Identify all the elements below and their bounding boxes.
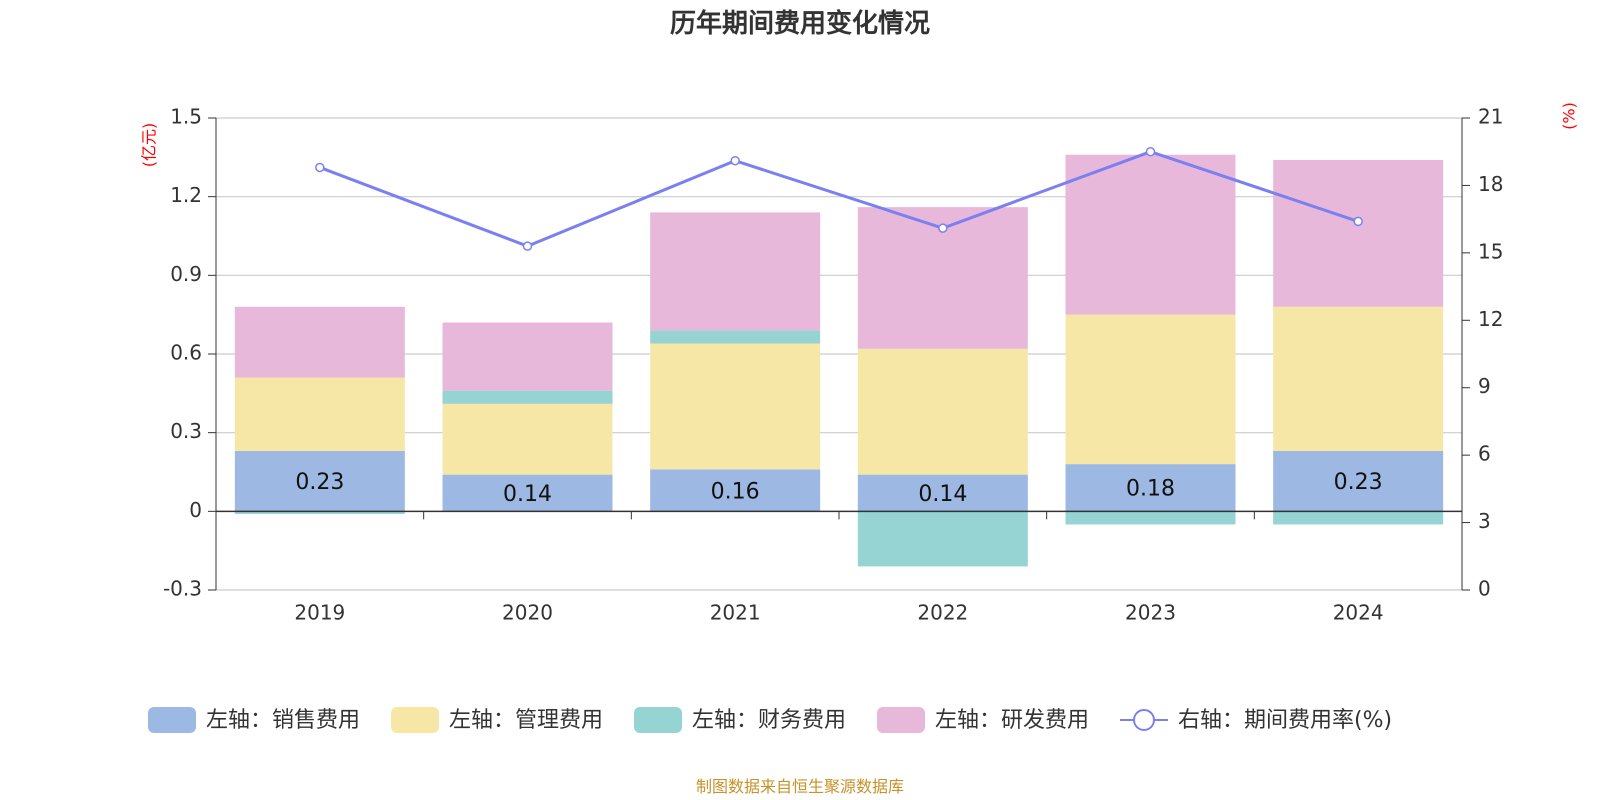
left-tick-label: 1.2 — [170, 183, 202, 207]
bar-segment[interactable] — [442, 390, 613, 404]
legend-item[interactable]: 右轴：期间费用率(%) — [1120, 708, 1392, 733]
bar-segment[interactable] — [234, 306, 405, 378]
gridlines — [216, 117, 1462, 591]
bar-segment[interactable] — [650, 330, 821, 344]
data-labels: 0.23 0.14 0.16 0.14 0.18 0.23 — [295, 470, 1382, 507]
legend-item[interactable]: 左轴：研发费用 — [877, 707, 1089, 733]
left-tick-label: 0 — [189, 498, 202, 522]
left-axis-unit: (亿元) — [140, 123, 159, 168]
bar-segment[interactable] — [1065, 314, 1236, 465]
rate-point[interactable] — [730, 155, 740, 166]
x-tick-label: 2020 — [502, 601, 553, 625]
bar-data-label: 0.16 — [711, 479, 760, 504]
rate-point[interactable] — [315, 162, 325, 173]
legend-item[interactable]: 左轴：管理费用 — [391, 707, 603, 733]
legend-label: 右轴：期间费用率(%) — [1178, 708, 1392, 733]
bar-data-label: 0.14 — [503, 482, 552, 507]
right-tick-label: 21 — [1478, 105, 1503, 129]
bar-segment[interactable] — [650, 469, 821, 512]
right-axis-unit: (%) — [1560, 102, 1579, 130]
legend-swatch — [877, 707, 925, 733]
bar-segment[interactable] — [857, 348, 1028, 475]
right-tick-label: 3 — [1478, 509, 1491, 533]
legend-item[interactable]: 左轴：财务费用 — [634, 707, 846, 733]
legend-item[interactable]: 左轴：销售费用 — [148, 707, 360, 733]
rate-line-path — [319, 150, 1359, 248]
legend-label: 左轴：管理费用 — [449, 708, 603, 733]
source-note: 制图数据来自恒生聚源数据库 — [696, 777, 904, 796]
x-tick-label: 2022 — [917, 601, 968, 625]
bar-segment[interactable] — [442, 474, 613, 512]
axes: 1.5 1.2 0.9 0.6 0.3 0 -0.3 21 18 15 12 9 6 3 0 2019 2020… — [163, 105, 1503, 625]
rate-point[interactable] — [1353, 216, 1363, 227]
bar-segment[interactable] — [650, 343, 821, 470]
legend[interactable]: 左轴：销售费用 左轴：管理费用 左轴：财务费用 左轴：研发费用 右轴：期间费用率(%) — [148, 707, 1392, 733]
legend-swatch — [148, 707, 196, 733]
bar-segment[interactable] — [1273, 306, 1444, 452]
legend-swatch — [634, 707, 682, 733]
rate-point[interactable] — [1145, 146, 1156, 157]
bar-segment[interactable] — [1065, 464, 1236, 512]
legend-label: 左轴：财务费用 — [692, 708, 846, 733]
right-tick-label: 18 — [1478, 172, 1503, 196]
rate-point[interactable] — [522, 241, 533, 251]
left-tick-label: 0.9 — [170, 262, 202, 286]
right-tick-label: 15 — [1478, 239, 1503, 263]
legend-label: 左轴：研发费用 — [935, 708, 1089, 733]
bar-segment[interactable] — [1065, 511, 1236, 525]
bar-segment[interactable] — [650, 212, 821, 331]
legend-label: 左轴：销售费用 — [206, 708, 360, 733]
bar-data-label: 0.23 — [1334, 470, 1383, 495]
bar-segment[interactable] — [1273, 451, 1444, 512]
bar-data-label: 0.14 — [918, 482, 967, 507]
x-tick-label: 2021 — [710, 601, 761, 625]
right-tick-label: 0 — [1478, 577, 1491, 601]
x-tick-label: 2023 — [1125, 601, 1176, 625]
left-tick-label: 0.3 — [170, 419, 202, 443]
bar-segment[interactable] — [234, 377, 405, 452]
bar-segment[interactable] — [1273, 159, 1444, 307]
legend-swatch — [391, 707, 439, 733]
left-tick-label: -0.3 — [163, 577, 202, 601]
chart-title: 历年期间费用变化情况 — [670, 8, 930, 39]
bar-segment[interactable] — [857, 474, 1028, 512]
rate-point[interactable] — [938, 223, 948, 233]
right-tick-label: 6 — [1478, 442, 1491, 466]
right-tick-label: 12 — [1478, 307, 1503, 331]
bar-segment[interactable] — [442, 403, 613, 475]
x-tick-label: 2019 — [294, 601, 345, 625]
bar-segment[interactable] — [1065, 154, 1236, 315]
bar-data-label: 0.18 — [1126, 477, 1175, 502]
left-tick-label: 0.6 — [170, 341, 202, 365]
bars — [234, 154, 1444, 567]
bar-segment[interactable] — [442, 322, 613, 391]
bar-segment[interactable] — [1273, 511, 1444, 525]
left-tick-label: 1.5 — [170, 105, 202, 129]
right-tick-label: 9 — [1478, 374, 1491, 398]
bar-segment[interactable] — [234, 451, 405, 512]
legend-marker-swatch — [1133, 709, 1155, 731]
x-tick-label: 2024 — [1333, 601, 1384, 625]
bar-data-label: 0.23 — [295, 470, 344, 495]
bar-segment[interactable] — [234, 511, 405, 514]
rate-line — [315, 146, 1363, 251]
bar-segment[interactable] — [857, 511, 1028, 567]
